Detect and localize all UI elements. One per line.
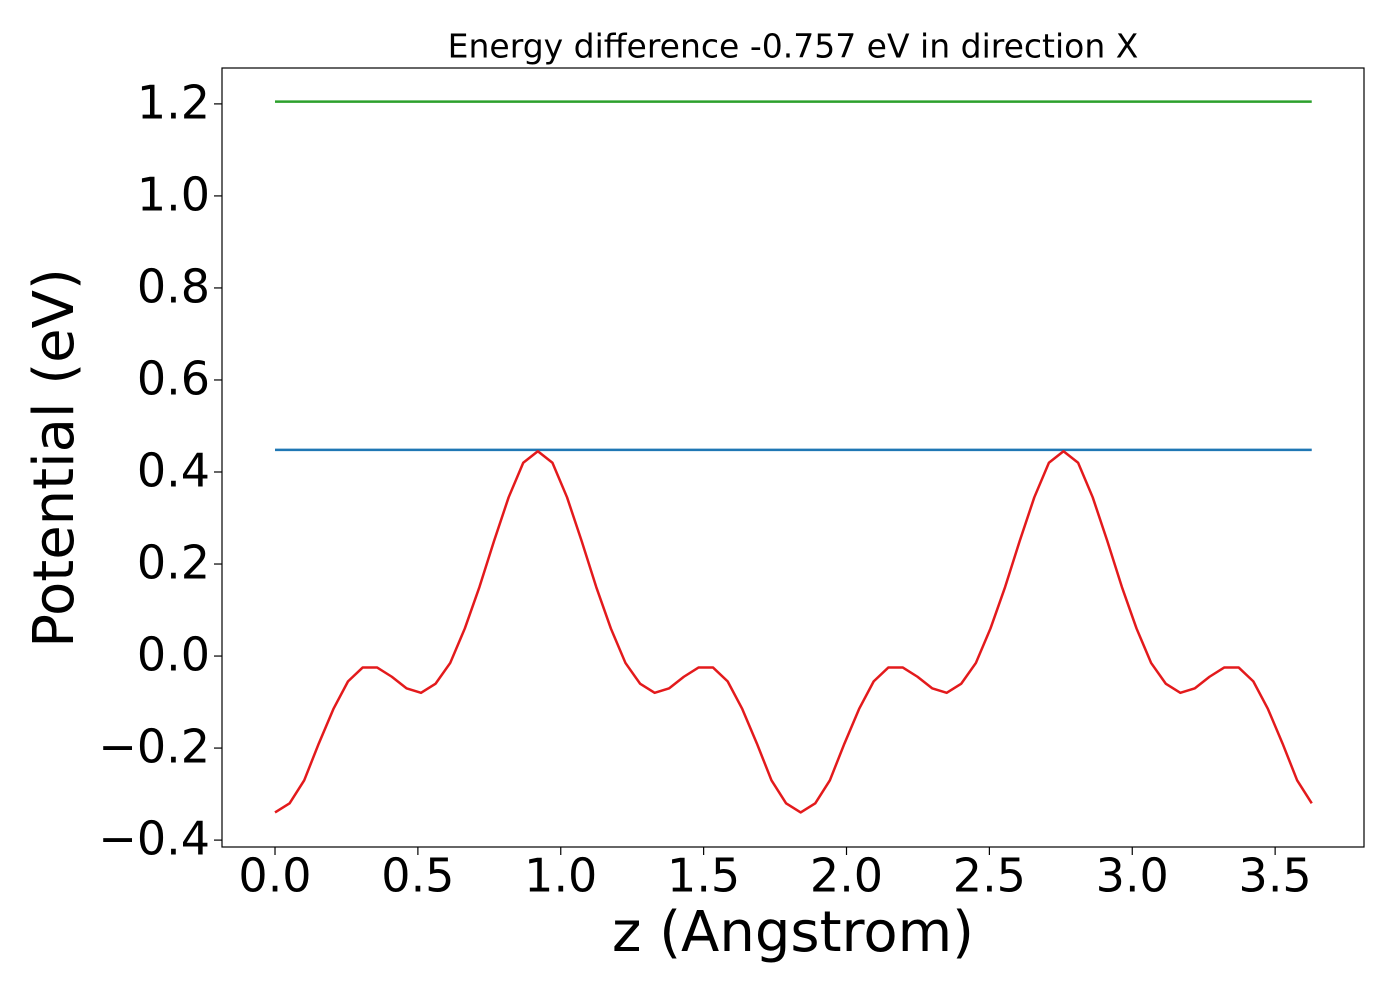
- y-tick-label: −0.4: [98, 812, 210, 866]
- y-tick-label: 1.2: [137, 75, 210, 129]
- y-tick-label: 0.6: [137, 351, 210, 405]
- y-tick-label: 0.2: [137, 536, 210, 590]
- y-tick-label: 1.0: [137, 167, 210, 221]
- series-line: [274, 450, 1313, 814]
- x-tick-label: 3.0: [1096, 849, 1169, 903]
- y-tick-label: −0.2: [98, 720, 210, 774]
- y-tick-label: 0.8: [137, 259, 210, 313]
- x-tick-label: 0.5: [381, 849, 454, 903]
- plot-frame: [221, 67, 1365, 848]
- chart-title: Energy difference -0.757 eV in direction…: [448, 27, 1139, 66]
- x-tick-label: 2.5: [953, 849, 1026, 903]
- y-axis-label: Potential (eV): [22, 268, 87, 648]
- y-tick-label: 0.4: [137, 443, 210, 497]
- x-tick-label: 0.0: [238, 849, 311, 903]
- x-tick-label: 1.0: [524, 849, 597, 903]
- x-axis-label: z (Angstrom): [612, 900, 974, 965]
- x-tick-label: 3.5: [1239, 849, 1312, 903]
- x-tick-label: 1.5: [667, 849, 740, 903]
- x-tick-label: 2.0: [810, 849, 883, 903]
- y-tick-label: 0.0: [137, 628, 210, 682]
